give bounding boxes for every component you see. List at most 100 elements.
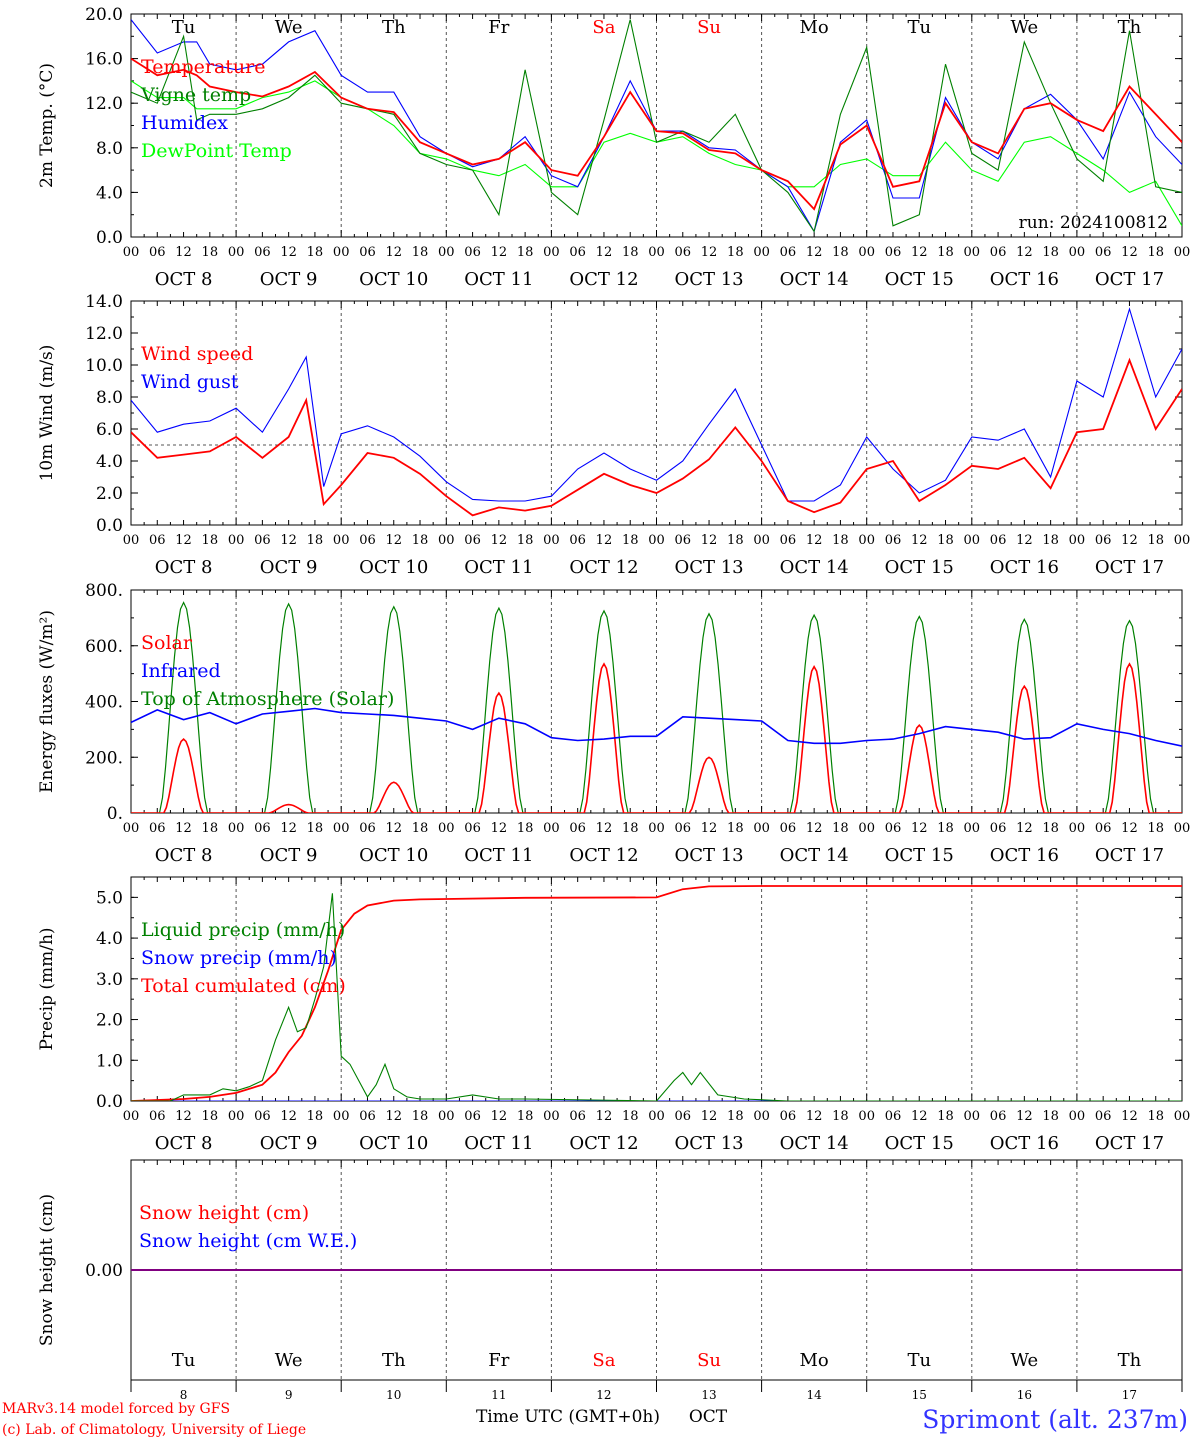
hour-tick-label: 06: [675, 821, 692, 836]
weekday-label: Th: [1118, 17, 1142, 38]
hour-tick-label: 06: [675, 245, 692, 260]
hour-tick-label: 18: [727, 245, 744, 260]
hour-tick-label: 18: [517, 245, 534, 260]
date-label: OCT 16: [990, 1133, 1059, 1154]
hour-tick-label: 00: [753, 1109, 770, 1124]
hour-tick-label: 12: [596, 533, 613, 548]
y-tick-label: 6.0: [96, 420, 123, 440]
hour-tick-label: 00: [858, 533, 875, 548]
hour-tick-label: 18: [202, 1109, 219, 1124]
hour-tick-label: 06: [990, 821, 1007, 836]
hour-tick-label: 00: [753, 245, 770, 260]
hour-tick-label: 12: [1016, 533, 1033, 548]
y-axis-label: 2m Temp. (°C): [37, 63, 57, 188]
date-label: OCT 16: [990, 557, 1059, 578]
hour-tick-label: 18: [1042, 533, 1059, 548]
hour-tick-label: 12: [385, 1109, 402, 1124]
day-number-label: 13: [701, 1388, 716, 1402]
hour-tick-label: 00: [1069, 821, 1086, 836]
hour-tick-label: 18: [727, 821, 744, 836]
hour-tick-label: 18: [832, 533, 849, 548]
series-line: [131, 307, 1182, 502]
hour-tick-label: 00: [438, 533, 455, 548]
series-group: [131, 601, 1182, 813]
y-tick-label: 12.0: [85, 324, 123, 344]
hour-tick-label: 06: [780, 1109, 797, 1124]
date-label: OCT 17: [1095, 845, 1164, 866]
series-line: [131, 80, 1182, 227]
weekday-label: Mo: [800, 1350, 829, 1371]
hour-tick-label: 06: [464, 1109, 481, 1124]
date-label: OCT 8: [155, 1133, 213, 1154]
weekday-label: Th: [1118, 1350, 1142, 1371]
panel-3: 0. 200. 400. 600. 800. Energy fluxes (W/m²) 00…: [37, 581, 1190, 866]
date-label: OCT 17: [1095, 269, 1164, 290]
hour-tick-label: 06: [885, 821, 902, 836]
hour-tick-label: 00: [964, 821, 981, 836]
hour-tick-label: 06: [1095, 245, 1112, 260]
hour-tick-label: 18: [202, 533, 219, 548]
y-tick-label: 4.0: [96, 452, 123, 472]
hour-tick-label: 18: [412, 1109, 429, 1124]
y-axis-label: Energy fluxes (W/m²): [37, 610, 57, 793]
day-number-label: 15: [912, 1388, 927, 1402]
hour-tick-label: 00: [648, 245, 665, 260]
hour-tick-label: 18: [622, 533, 639, 548]
date-label: OCT 16: [990, 845, 1059, 866]
panel-5: 0.00 Snow height (cm) Tu We Th Fr Sa Su Mo Tu We Th…: [37, 1159, 1183, 1402]
hour-tick-label: 18: [727, 533, 744, 548]
weekday-label: Fr: [488, 17, 509, 38]
hour-tick-label: 06: [254, 533, 271, 548]
hour-tick-label: 12: [491, 533, 508, 548]
hour-tick-label: 12: [491, 1109, 508, 1124]
hour-tick-label: 06: [149, 1109, 166, 1124]
hour-tick-label: 18: [412, 821, 429, 836]
series-line-solar: [131, 662, 1182, 813]
hour-tick-label: 06: [359, 245, 376, 260]
series-line: [131, 357, 1182, 517]
hour-tick-label: 00: [1174, 245, 1191, 260]
date-label: OCT 8: [155, 557, 213, 578]
hour-tick-label: 18: [937, 821, 954, 836]
hour-tick-label: 06: [675, 533, 692, 548]
date-label: OCT 11: [464, 845, 533, 866]
series-line: [131, 893, 1182, 1101]
hour-tick-label: 12: [911, 533, 928, 548]
hour-tick-label: 06: [1095, 821, 1112, 836]
hour-tick-label: 06: [149, 821, 166, 836]
hour-tick-label: 18: [622, 245, 639, 260]
hour-tick-label: 06: [254, 821, 271, 836]
hour-tick-label: 18: [202, 821, 219, 836]
date-label: OCT 9: [260, 557, 318, 578]
hour-tick-label: 00: [648, 821, 665, 836]
hour-tick-label: 06: [569, 533, 586, 548]
hour-tick-label: 06: [149, 533, 166, 548]
hour-tick-label: 12: [806, 821, 823, 836]
hour-tick-label: 18: [1147, 245, 1164, 260]
hour-tick-label: 18: [517, 1109, 534, 1124]
plot-frame: [130, 300, 1183, 526]
legend-entry: Infrared: [141, 660, 221, 682]
hour-tick-label: 00: [333, 1109, 350, 1124]
hour-tick-label: 12: [280, 245, 297, 260]
panel-2: 0.0 2.0 4.0 6.0 8.0 10.0 12.0 14.0 10m Wind (m/s…: [37, 292, 1190, 578]
hour-tick-label: 00: [648, 1109, 665, 1124]
hour-tick-label: 12: [911, 245, 928, 260]
hour-tick-label: 00: [964, 245, 981, 260]
hour-tick-label: 00: [1174, 821, 1191, 836]
weekday-label: Sa: [592, 1350, 615, 1371]
weekday-label: We: [275, 1350, 303, 1371]
hour-tick-label: 00: [333, 533, 350, 548]
hour-tick-label: 06: [780, 821, 797, 836]
hour-tick-label: 00: [858, 821, 875, 836]
month-label: OCT: [689, 1407, 728, 1427]
hour-tick-label: 00: [438, 245, 455, 260]
hour-tick-label: 12: [1016, 1109, 1033, 1124]
hour-tick-label: 00: [333, 245, 350, 260]
y-axis-label: Snow height (cm): [37, 1194, 57, 1346]
hour-tick-label: 00: [858, 1109, 875, 1124]
y-tick-label: 0.00: [85, 1261, 123, 1281]
y-tick-label: 800.: [85, 581, 123, 601]
legend-entry: Vigne temp: [140, 84, 251, 106]
hour-tick-label: 00: [228, 245, 245, 260]
